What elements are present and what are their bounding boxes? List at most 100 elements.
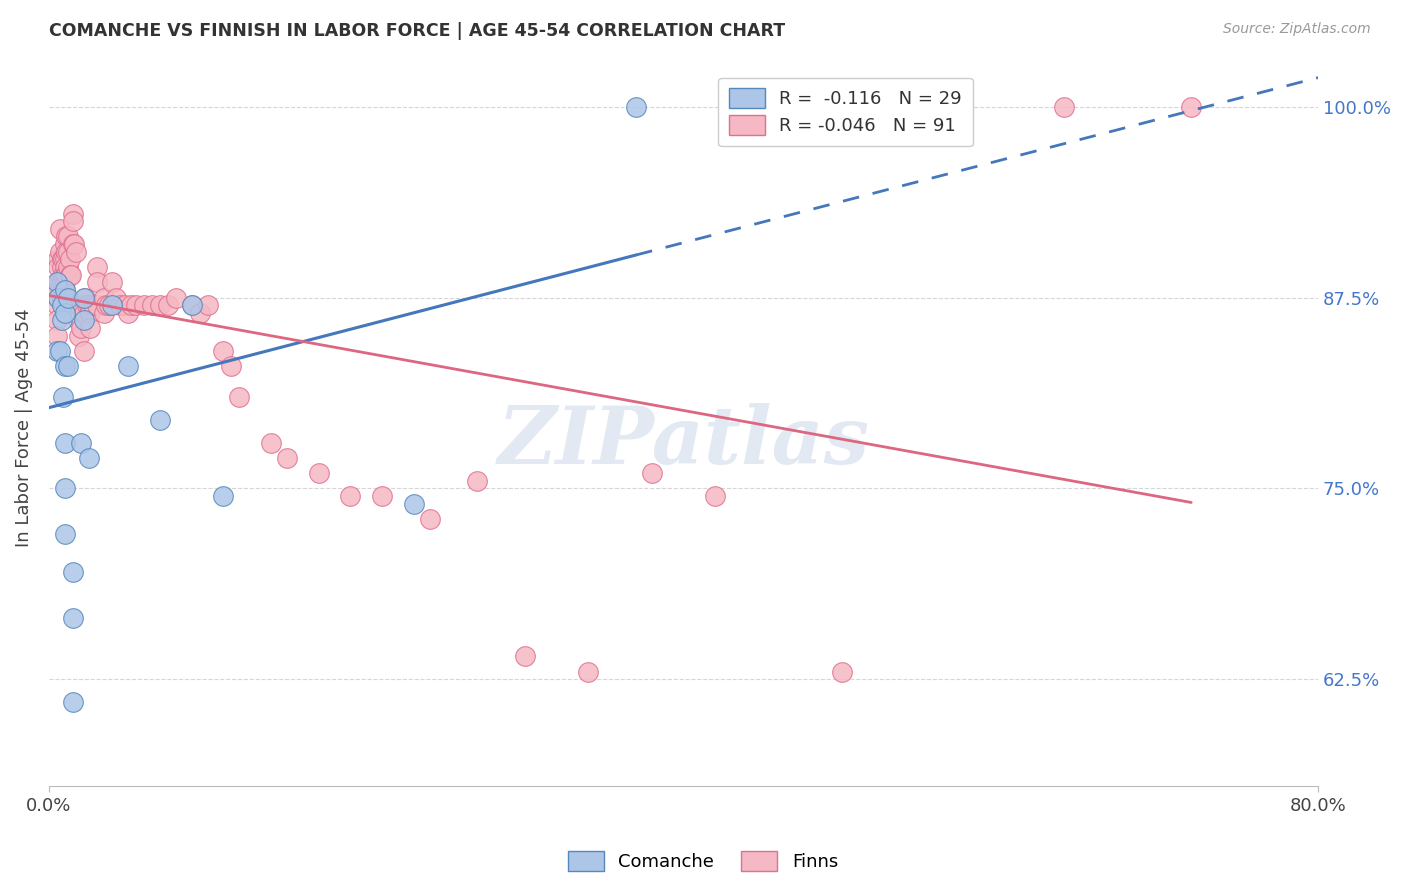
Point <box>149 413 172 427</box>
Point <box>465 474 488 488</box>
Point <box>121 298 143 312</box>
Point <box>49 244 72 259</box>
Point <box>52 252 75 267</box>
Point <box>73 306 96 320</box>
Point <box>63 237 86 252</box>
Point <box>419 512 441 526</box>
Text: ZIPatlas: ZIPatlas <box>498 403 870 481</box>
Point <box>53 306 76 320</box>
Point <box>104 291 127 305</box>
Point <box>48 260 70 274</box>
Point <box>53 260 76 274</box>
Point <box>110 298 132 312</box>
Point <box>51 260 73 274</box>
Point <box>52 390 75 404</box>
Point <box>53 283 76 297</box>
Point <box>86 275 108 289</box>
Point <box>576 665 599 679</box>
Point <box>260 435 283 450</box>
Point <box>228 390 250 404</box>
Point <box>45 343 67 358</box>
Point <box>77 450 100 465</box>
Point <box>75 291 97 305</box>
Point <box>276 450 298 465</box>
Point <box>188 306 211 320</box>
Point <box>1053 100 1076 114</box>
Point <box>141 298 163 312</box>
Point <box>55 229 77 244</box>
Point <box>72 298 94 312</box>
Point <box>52 283 75 297</box>
Point <box>212 343 235 358</box>
Point <box>93 306 115 320</box>
Point <box>58 268 80 282</box>
Point <box>67 328 90 343</box>
Point <box>308 466 330 480</box>
Point <box>62 206 84 220</box>
Point <box>62 611 84 625</box>
Point <box>53 291 76 305</box>
Point <box>53 237 76 252</box>
Point <box>73 343 96 358</box>
Point <box>371 489 394 503</box>
Point <box>101 298 124 312</box>
Point <box>55 268 77 282</box>
Point <box>165 291 187 305</box>
Point <box>60 268 83 282</box>
Point <box>66 298 89 312</box>
Point <box>56 291 79 305</box>
Point <box>44 283 66 297</box>
Point <box>82 298 104 312</box>
Point <box>117 359 139 374</box>
Point <box>45 298 67 312</box>
Point <box>831 665 853 679</box>
Point <box>1180 100 1202 114</box>
Point <box>51 275 73 289</box>
Point <box>53 435 76 450</box>
Point <box>86 298 108 312</box>
Point <box>62 214 84 228</box>
Point <box>53 275 76 289</box>
Point <box>101 275 124 289</box>
Point <box>53 482 76 496</box>
Point <box>69 435 91 450</box>
Point <box>76 298 98 312</box>
Point <box>117 306 139 320</box>
Point <box>45 313 67 327</box>
Text: Source: ZipAtlas.com: Source: ZipAtlas.com <box>1223 22 1371 37</box>
Legend: R =  -0.116   N = 29, R = -0.046   N = 91: R = -0.116 N = 29, R = -0.046 N = 91 <box>718 78 973 146</box>
Point <box>45 328 67 343</box>
Point <box>56 229 79 244</box>
Point <box>48 291 70 305</box>
Point <box>402 497 425 511</box>
Point <box>51 313 73 327</box>
Point <box>513 649 536 664</box>
Point <box>56 359 79 374</box>
Point <box>62 695 84 709</box>
Point <box>69 321 91 335</box>
Point <box>125 298 148 312</box>
Point <box>49 343 72 358</box>
Point <box>53 268 76 282</box>
Point <box>180 298 202 312</box>
Point <box>45 275 67 289</box>
Point <box>62 566 84 580</box>
Point <box>73 313 96 327</box>
Point <box>53 283 76 297</box>
Point <box>56 244 79 259</box>
Point <box>86 260 108 274</box>
Point <box>55 244 77 259</box>
Point <box>49 275 72 289</box>
Point <box>197 298 219 312</box>
Point <box>114 298 136 312</box>
Point <box>65 244 87 259</box>
Point <box>73 291 96 305</box>
Point <box>704 489 727 503</box>
Point <box>53 527 76 541</box>
Point <box>93 291 115 305</box>
Point <box>51 252 73 267</box>
Point <box>53 252 76 267</box>
Point <box>79 321 101 335</box>
Point <box>212 489 235 503</box>
Point <box>339 489 361 503</box>
